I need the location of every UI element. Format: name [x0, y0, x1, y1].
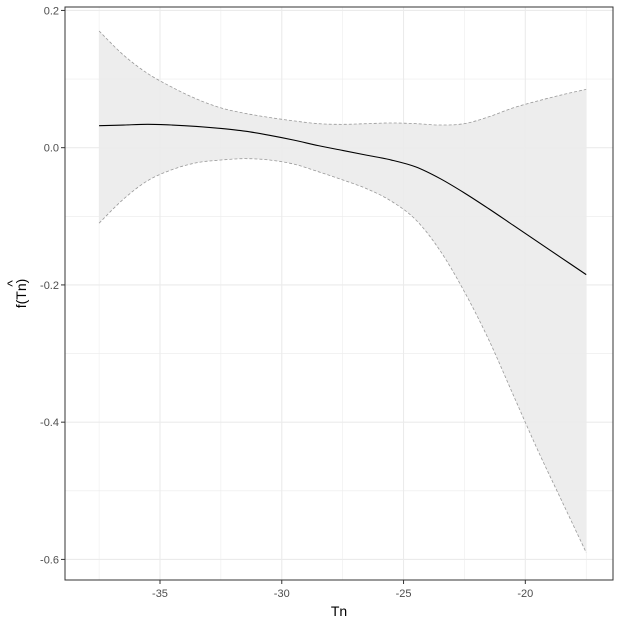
y-axis-title-group: f(Tn) ^: [4, 279, 29, 309]
confidence-band-lower-bound: [98, 158, 587, 553]
y-tick-label: -0.2: [40, 280, 59, 292]
y-tick-label: -0.4: [40, 417, 59, 429]
confidence-band: [99, 31, 587, 553]
x-tick-label: -25: [396, 588, 412, 600]
x-axis: -35 -30 -25 -20: [152, 580, 533, 600]
y-tick-label: 0.2: [44, 5, 59, 17]
y-axis: 0.2 0.0 -0.2 -0.4 -0.6: [40, 5, 65, 566]
x-axis-title: Tn: [331, 603, 347, 619]
y-axis-title: f(Tn): [13, 279, 29, 309]
y-tick-label: -0.6: [40, 554, 59, 566]
x-tick-label: -30: [274, 588, 290, 600]
plot-panel-border: [64, 6, 614, 581]
x-tick-label: -20: [517, 588, 533, 600]
y-axis-title-hat: ^: [4, 280, 20, 287]
y-tick-label: 0.0: [44, 143, 59, 155]
fitted-line: [99, 123, 587, 276]
confidence-band-upper-bound: [98, 30, 587, 126]
x-tick-label: -35: [152, 588, 168, 600]
